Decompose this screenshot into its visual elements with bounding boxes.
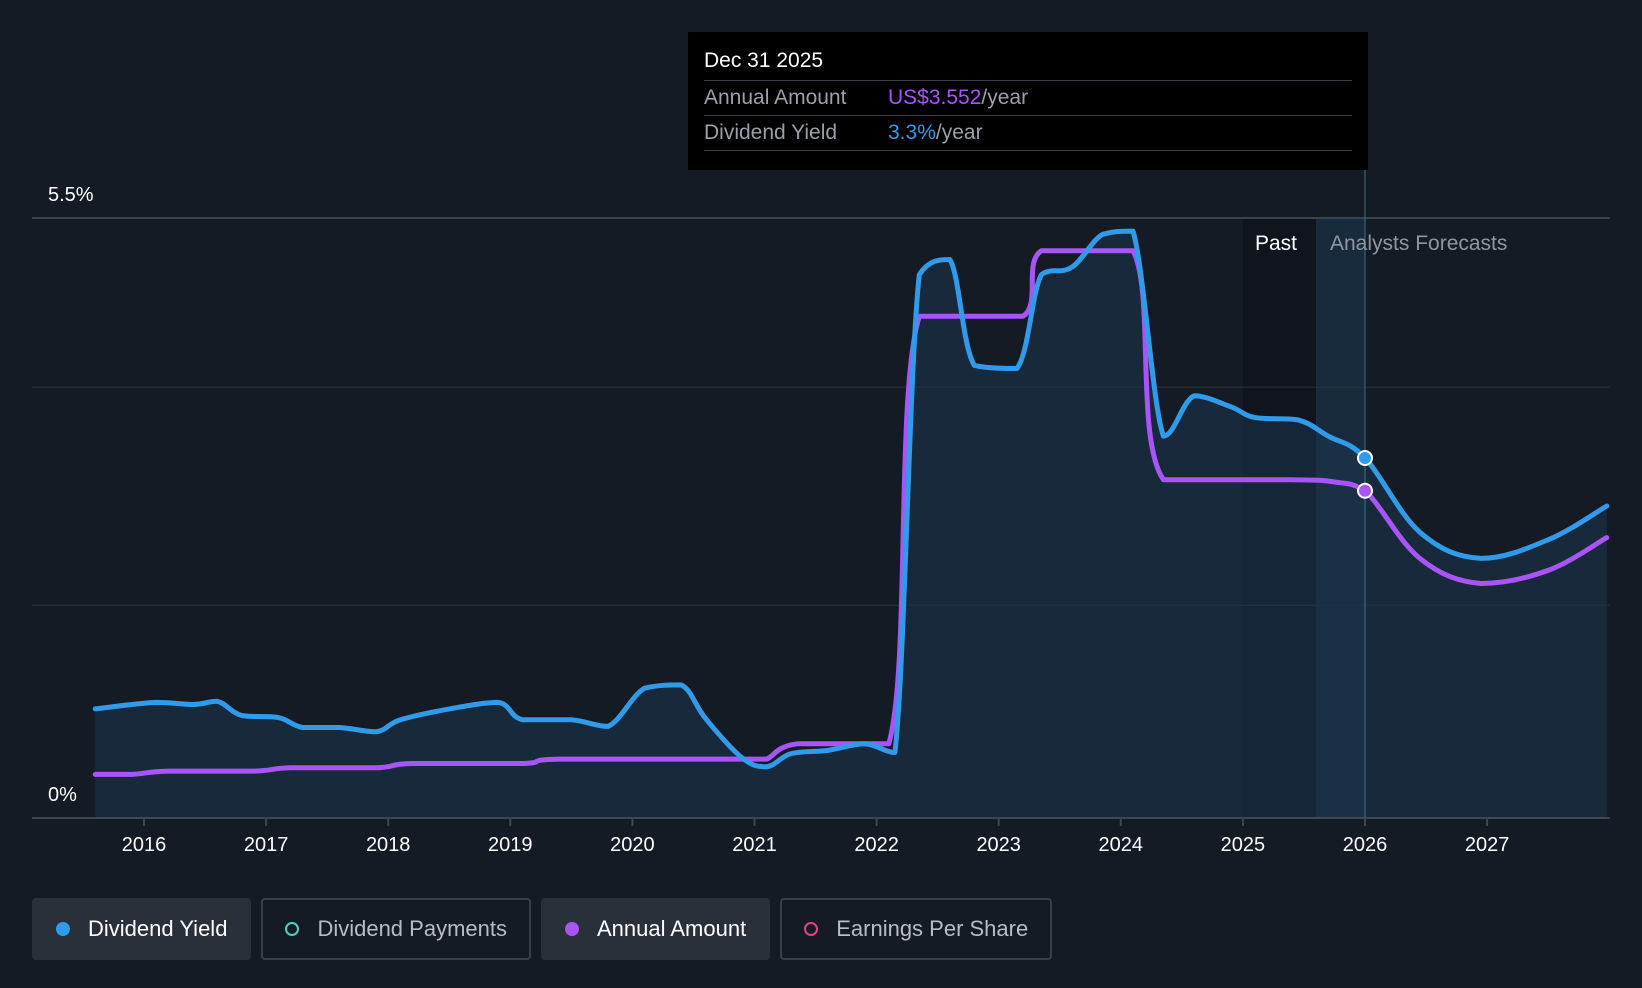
y-axis-min-label: 0%: [48, 784, 77, 806]
legend-annual-amount[interactable]: Annual Amount: [540, 898, 771, 960]
legend-label: Annual Amount: [596, 916, 747, 941]
filled-dot-icon: [564, 922, 579, 936]
y-axis-max-label: 5.5%: [48, 184, 94, 206]
legend-dividend-payments[interactable]: Dividend Payments: [261, 898, 531, 960]
tooltip-label: Dividend Yield: [704, 121, 838, 144]
series-line-dividend-yield: [92, 228, 1610, 770]
x-axis-ticks: 2016 2017 2018 2019 2020 2021 2022 2023 2024 2025…: [122, 818, 1510, 856]
forecast-label: Analysts Forecasts: [1330, 232, 1507, 255]
legend-label: Dividend Yield: [88, 916, 228, 941]
x-tick-label: 2022: [854, 834, 899, 856]
x-tick-label: 2016: [122, 834, 167, 856]
x-tick-label: 2025: [1221, 834, 1266, 856]
area-fill: [95, 231, 1607, 819]
tooltip-value: 3.3%: [888, 121, 936, 144]
chart-tooltip: Dec 31 2025 Annual Amount US$3.552/year D…: [688, 32, 1368, 170]
hollow-dot-icon: [804, 922, 819, 936]
x-tick-label: 2026: [1343, 834, 1388, 856]
tooltip-date: Dec 31 2025: [704, 46, 1352, 81]
x-tick-label: 2024: [1099, 834, 1144, 856]
x-tick-label: 2017: [244, 834, 289, 856]
filled-dot-icon: [56, 922, 70, 936]
tooltip-suffix: /year: [981, 86, 1029, 109]
past-label: Past: [1255, 232, 1297, 255]
tooltip-value: US$3.552: [888, 86, 982, 109]
hollow-dot-icon: [285, 922, 300, 936]
x-tick-label: 2019: [488, 834, 533, 856]
legend-label: Dividend Payments: [317, 916, 507, 941]
tooltip-suffix: /year: [935, 121, 983, 144]
x-tick-label: 2018: [366, 834, 411, 856]
legend-dividend-yield[interactable]: Dividend Yield: [32, 898, 252, 960]
x-tick-label: 2023: [976, 834, 1021, 856]
chart-legend: Dividend Yield Dividend Payments Annual …: [32, 898, 1053, 960]
tooltip-row-annual-amount: Annual Amount US$3.552/year: [704, 81, 1352, 116]
legend-label: Earnings Per Share: [836, 916, 1029, 941]
tooltip-row-dividend-yield: Dividend Yield 3.3%/year: [704, 116, 1352, 151]
legend-earnings-per-share[interactable]: Earnings Per Share: [780, 898, 1053, 960]
x-tick-label: 2021: [732, 834, 777, 856]
annual-amount-marker[interactable]: [1357, 482, 1373, 499]
x-tick-label: 2027: [1465, 834, 1510, 856]
series-line-annual-amount: [92, 248, 1610, 777]
tooltip-label: Annual Amount: [704, 86, 847, 109]
x-tick-label: 2020: [610, 834, 655, 856]
dividend-yield-marker[interactable]: [1357, 450, 1373, 466]
dividend-chart: 2016 2017 2018 2019 2020 2021 2022 2023 2024 2025…: [32, 170, 1610, 856]
